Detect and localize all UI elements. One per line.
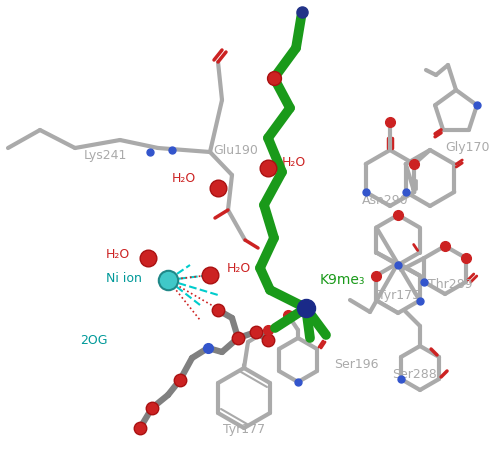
Text: K9me₃: K9me₃ [320,273,366,287]
Text: Ni ion: Ni ion [106,271,142,284]
Text: Gly170: Gly170 [445,142,490,155]
Text: Thr289: Thr289 [428,279,472,292]
Text: Ser288: Ser288 [392,369,437,382]
Text: Tyr175: Tyr175 [378,288,420,301]
Text: Ser196: Ser196 [334,358,378,371]
Text: Asn290: Asn290 [362,194,408,206]
Text: H₂O: H₂O [106,249,130,262]
Text: Glu190: Glu190 [213,144,258,156]
Text: H₂O: H₂O [227,262,252,275]
Text: Lys241: Lys241 [84,149,126,162]
Text: H₂O: H₂O [172,171,196,184]
Text: Tyr177: Tyr177 [223,424,265,437]
Text: 2OG: 2OG [80,333,108,346]
Text: H₂O: H₂O [282,156,306,169]
